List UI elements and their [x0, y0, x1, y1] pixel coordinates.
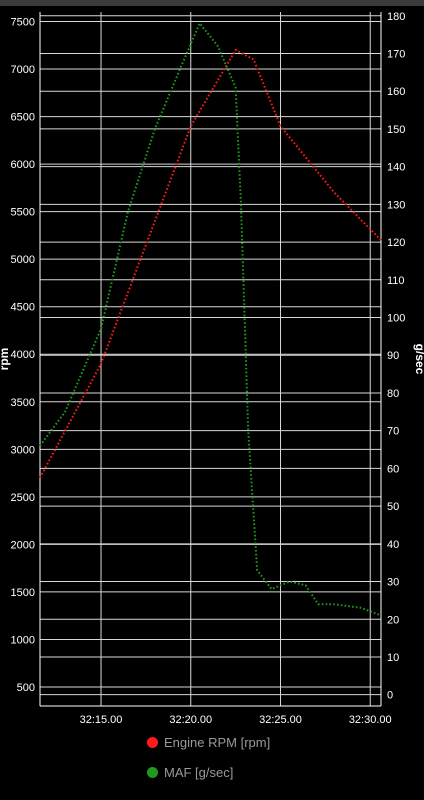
top-status-strip: [0, 0, 424, 6]
ytick-left-2000: 2000: [11, 539, 35, 551]
ytick-right-130: 130: [387, 199, 405, 211]
ytick-right-80: 80: [387, 388, 399, 400]
ytick-left-1500: 1500: [11, 587, 35, 599]
xtick-3: 32:30.00: [349, 714, 392, 726]
ytick-right-110: 110: [387, 275, 405, 287]
ytick-right-120: 120: [387, 237, 405, 249]
legend-label-maf: MAF [g/sec]: [164, 764, 234, 780]
ytick-right-140: 140: [387, 162, 405, 174]
ytick-left-1000: 1000: [11, 634, 35, 646]
ytick-left-4500: 4500: [11, 302, 35, 314]
ytick-left-7000: 7000: [11, 64, 35, 76]
ytick-left-4000: 4000: [11, 349, 35, 361]
ytick-right-100: 100: [387, 313, 405, 325]
ytick-left-500: 500: [17, 682, 35, 694]
dual-axis-line-chart: 5001000150020002500300035004000450050005…: [0, 11, 424, 726]
ytick-right-150: 150: [387, 124, 405, 136]
ytick-left-3000: 3000: [11, 444, 35, 456]
series-line-maf: [39, 21, 382, 617]
chart-legend: Engine RPM [rpm] MAF [g/sec]: [147, 732, 270, 792]
ytick-right-160: 160: [387, 86, 405, 98]
ytick-right-50: 50: [387, 501, 399, 513]
legend-label-engine-rpm: Engine RPM [rpm]: [164, 734, 271, 750]
ytick-right-170: 170: [387, 48, 405, 60]
ytick-right-40: 40: [387, 539, 399, 551]
xtick-1: 32:20.00: [169, 714, 212, 726]
ytick-left-5500: 5500: [11, 207, 35, 219]
y-right-axis-title: g/sec: [413, 344, 424, 375]
ytick-left-6000: 6000: [11, 159, 35, 171]
ytick-left-5000: 5000: [11, 254, 35, 266]
ytick-left-6500: 6500: [11, 112, 35, 124]
y-left-axis-title: rpm: [0, 348, 11, 371]
legend-item-engine-rpm[interactable]: Engine RPM [rpm]: [147, 732, 270, 752]
ytick-right-60: 60: [387, 463, 399, 475]
ytick-left-3500: 3500: [11, 397, 35, 409]
legend-dot-maf: [147, 766, 158, 778]
ytick-right-20: 20: [387, 614, 399, 626]
ytick-left-7500: 7500: [11, 17, 35, 29]
ytick-right-70: 70: [387, 426, 399, 438]
ytick-right-90: 90: [387, 350, 399, 362]
ytick-right-10: 10: [387, 652, 399, 664]
series-line-engine-rpm: [39, 48, 382, 479]
ytick-right-180: 180: [387, 11, 405, 23]
xtick-0: 32:15.00: [80, 714, 123, 726]
plot-area: [40, 12, 381, 706]
ytick-right-30: 30: [387, 577, 399, 589]
legend-item-maf[interactable]: MAF [g/sec]: [147, 762, 270, 782]
ytick-right-0: 0: [387, 690, 393, 702]
xtick-2: 32:25.00: [259, 714, 302, 726]
ytick-left-2500: 2500: [11, 492, 35, 504]
legend-dot-engine-rpm: [147, 736, 158, 748]
